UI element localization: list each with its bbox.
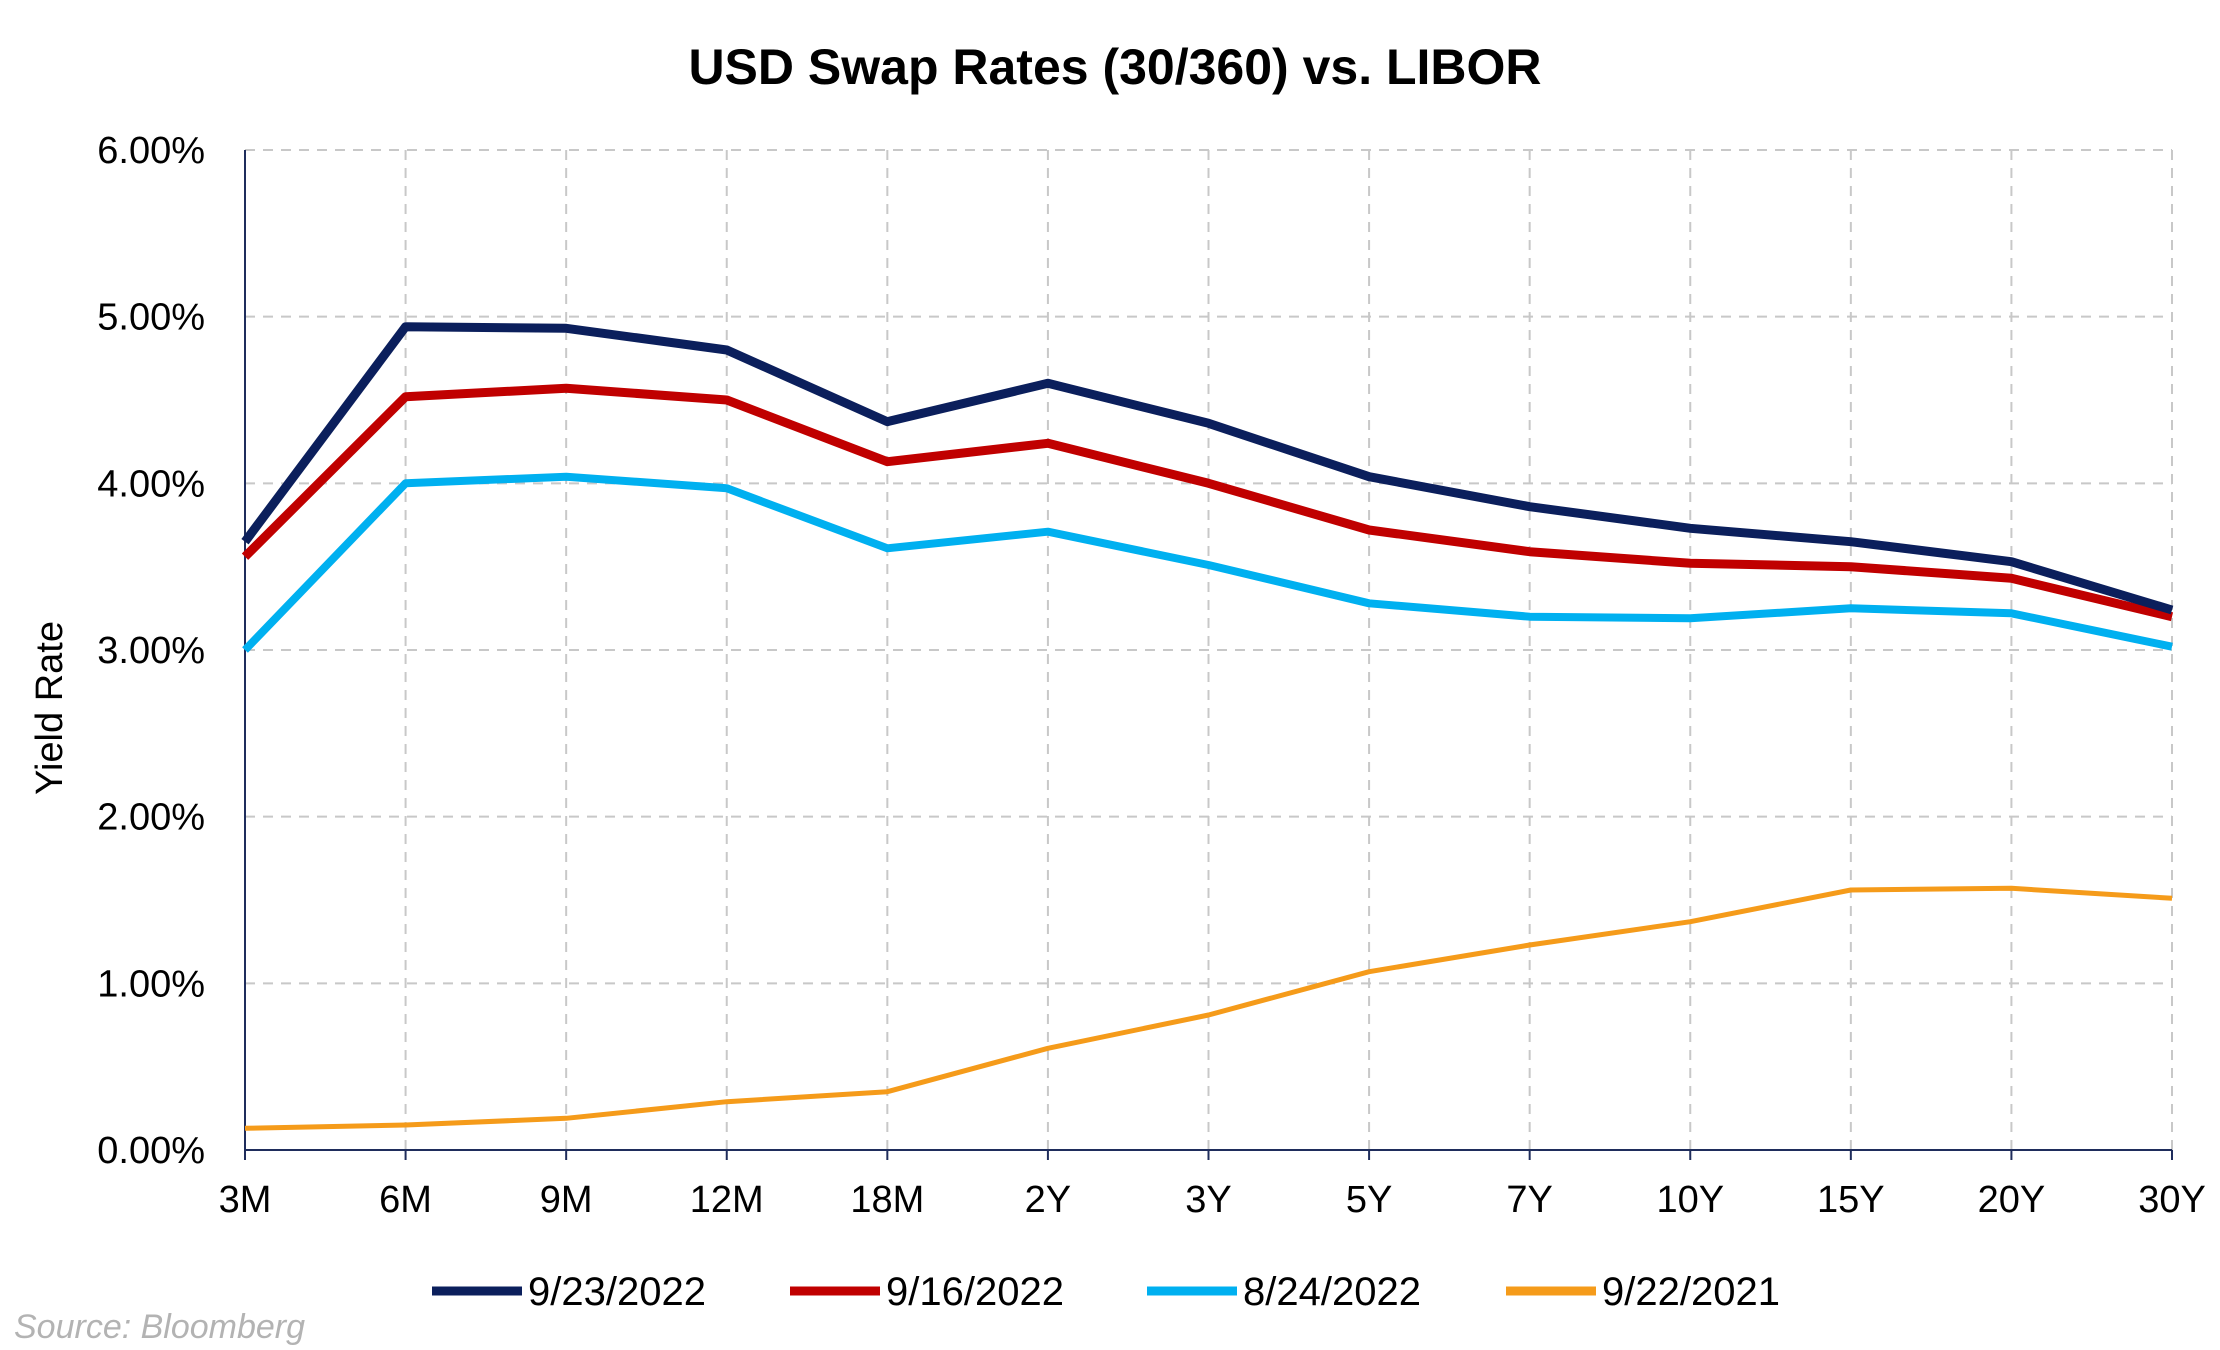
x-tick-label: 12M (690, 1179, 764, 1221)
x-tick-label: 15Y (1817, 1179, 1885, 1221)
y-tick-label: 5.00% (97, 297, 205, 339)
legend-label: 8/24/2022 (1243, 1270, 1421, 1314)
x-tick-label: 30Y (2138, 1179, 2206, 1221)
y-tick-label: 3.00% (97, 630, 205, 672)
legend: 9/23/2022 9/16/2022 8/24/2022 9/22/2021 (432, 1270, 1780, 1314)
x-tick-label: 6M (379, 1179, 432, 1221)
y-tick-label: 1.00% (97, 963, 205, 1005)
x-tick-label: 5Y (1346, 1179, 1392, 1221)
y-tick-label: 2.00% (97, 797, 205, 839)
legend-label: 9/16/2022 (886, 1270, 1064, 1314)
x-tick-label: 20Y (1978, 1179, 2046, 1221)
x-tick-label: 2Y (1025, 1179, 1071, 1221)
x-tick-label: 18M (850, 1179, 924, 1221)
x-tick-labels: 3M 6M 9M 12M 18M 2Y 3Y 5Y 7Y 10Y 15Y 20Y 30Y (219, 1179, 2206, 1221)
series-line-3 (242, 472, 2173, 653)
chart-title: USD Swap Rates (30/360) vs. LIBOR (688, 39, 1541, 95)
y-tick-label: 6.00% (97, 130, 205, 172)
series-line-2 (241, 383, 2174, 622)
x-tick-label: 7Y (1506, 1179, 1552, 1221)
x-tick-label: 3Y (1185, 1179, 1231, 1221)
series-line-1 (241, 322, 2174, 615)
series-line-4 (244, 885, 2173, 1131)
y-axis-label: Yield Rate (29, 621, 71, 795)
legend-label: 9/23/2022 (528, 1270, 706, 1314)
y-tick-labels: 0.00% 1.00% 2.00% 3.00% 4.00% 5.00% 6.00% (97, 130, 205, 1172)
source-note: Source: Bloomberg (14, 1308, 305, 1346)
y-tick-label: 4.00% (97, 463, 205, 505)
grid (245, 149, 2173, 1150)
x-tick-label: 3M (219, 1179, 272, 1221)
series-lines (241, 322, 2174, 1131)
y-tick-label: 0.00% (97, 1130, 205, 1172)
x-tick-label: 9M (540, 1179, 593, 1221)
legend-label: 9/22/2021 (1602, 1270, 1780, 1314)
x-tick-label: 10Y (1656, 1179, 1724, 1221)
